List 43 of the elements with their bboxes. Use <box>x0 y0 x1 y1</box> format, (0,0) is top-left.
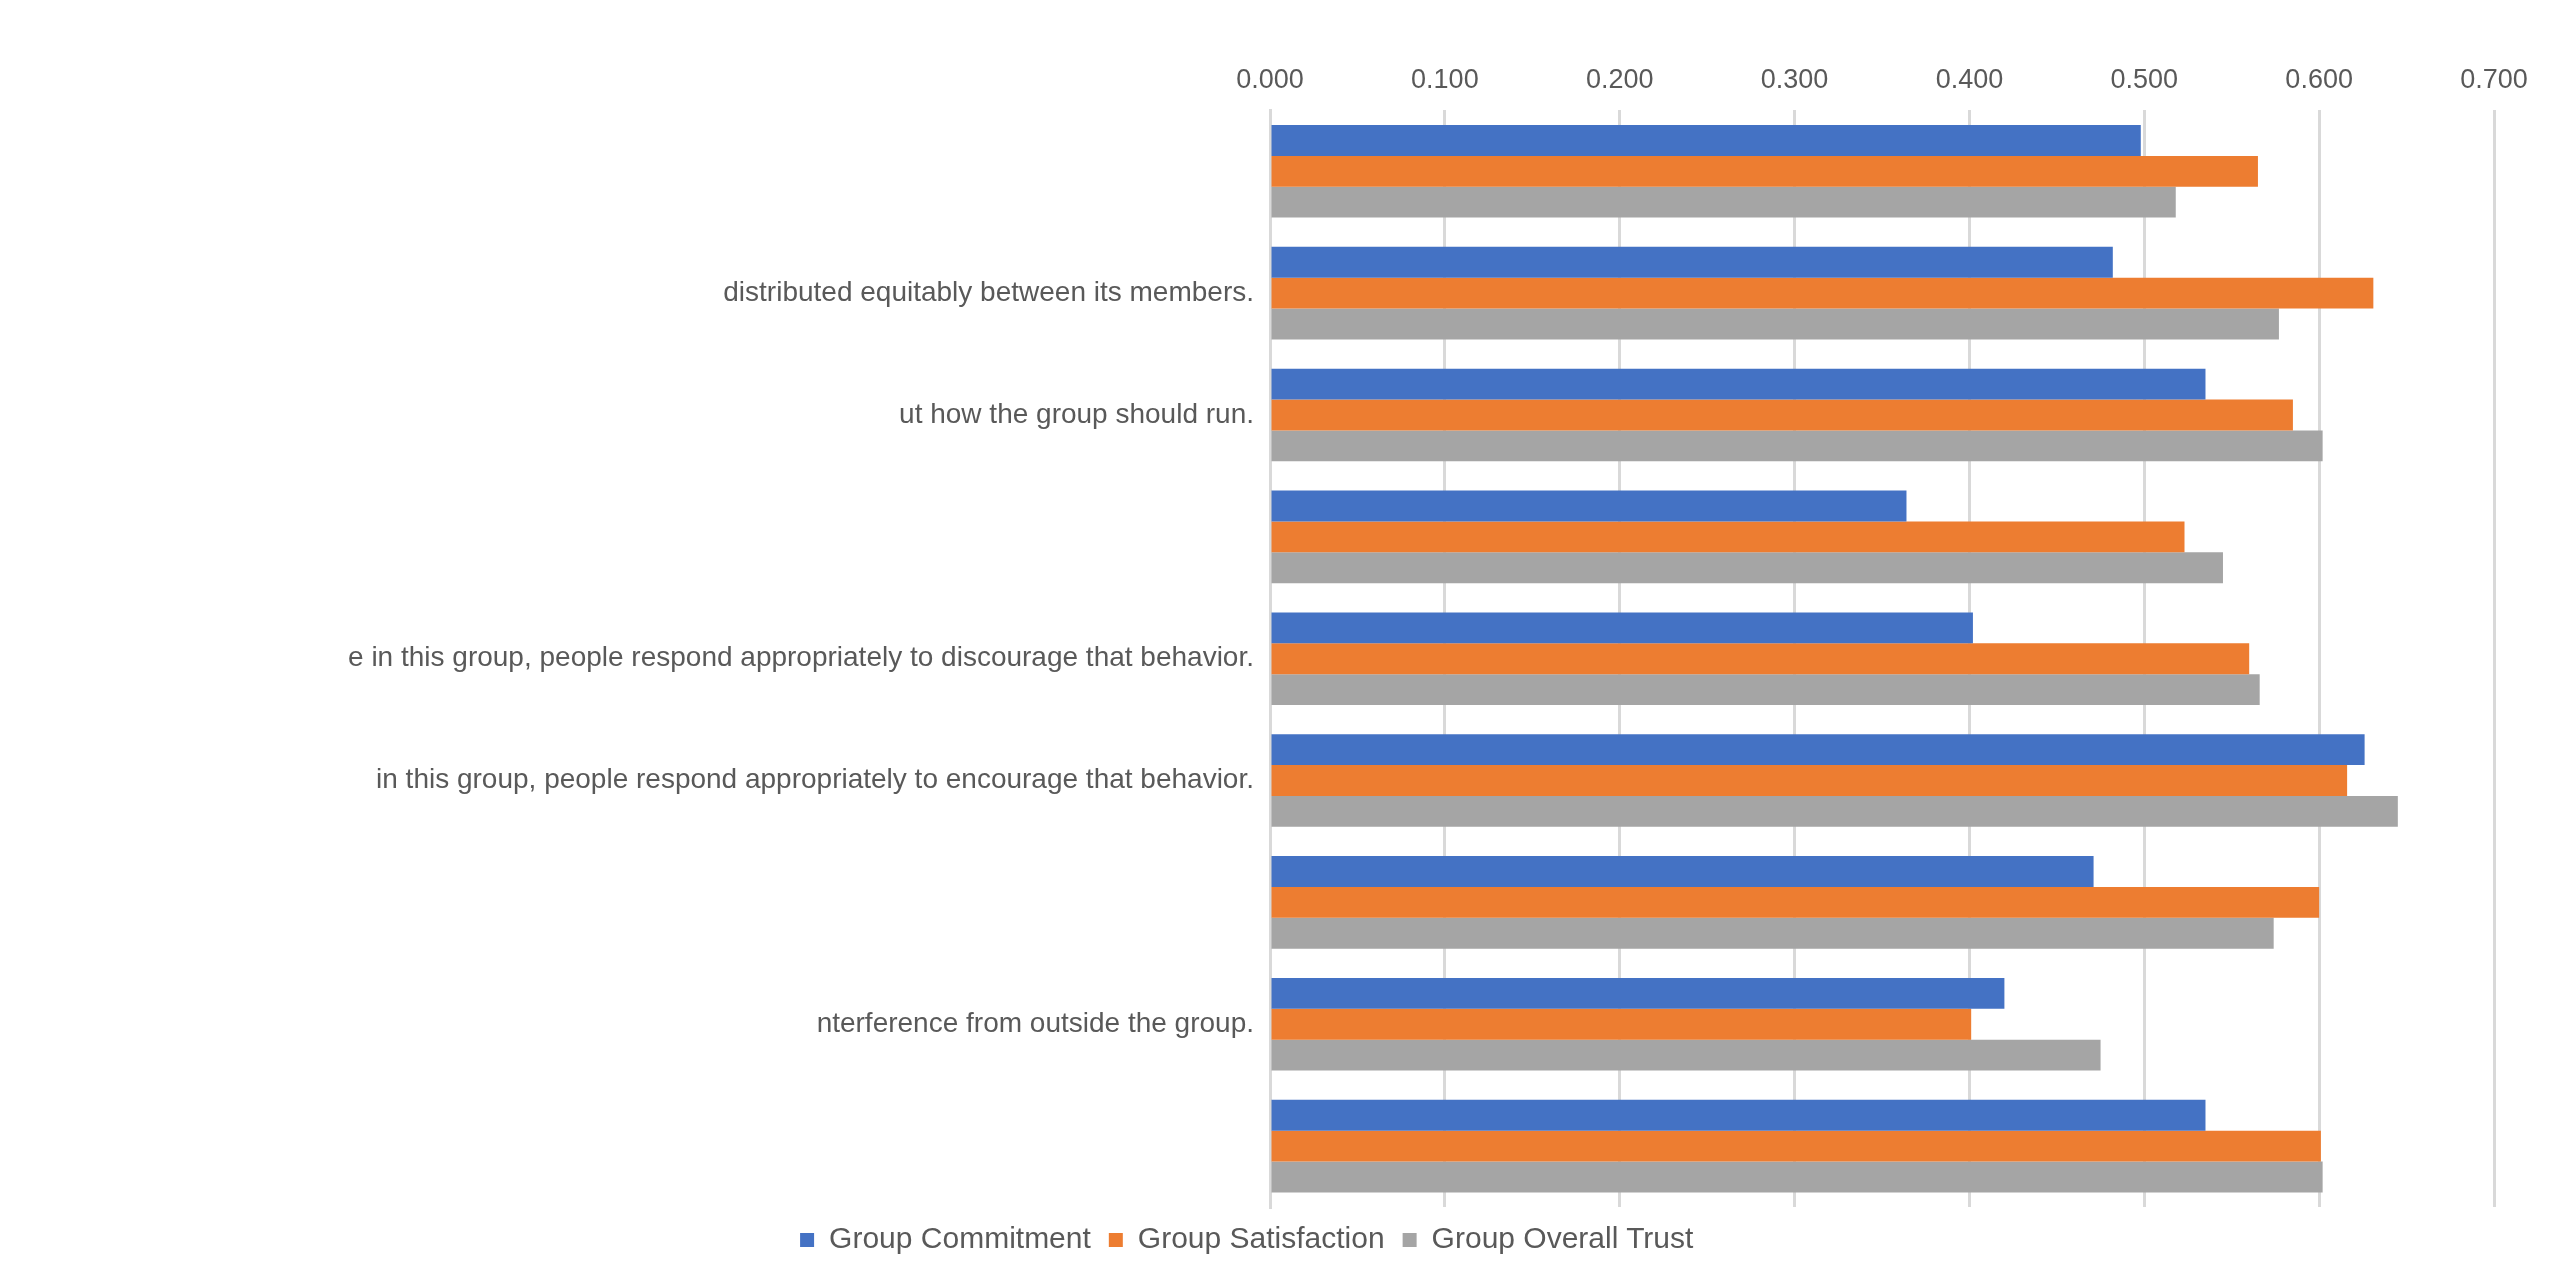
bar <box>1271 308 2279 340</box>
x-tick-label: 0.100 <box>1411 63 1479 94</box>
bar <box>1271 765 2348 796</box>
bar <box>1271 246 2113 278</box>
bar <box>1271 1008 1972 1040</box>
bar <box>1271 125 2141 156</box>
bar <box>1271 795 2398 827</box>
bar <box>1271 1099 2206 1131</box>
bar <box>1271 1130 2321 1162</box>
bar <box>1271 277 2374 309</box>
bar <box>1271 977 2005 1009</box>
x-tick-label: 0.300 <box>1760 63 1829 94</box>
x-tick-label: 0.700 <box>2460 63 2528 94</box>
bar <box>1271 886 2320 918</box>
bar <box>1271 155 2258 187</box>
x-tick-label: 0.500 <box>2110 63 2179 94</box>
y-tick-label: in this group, people respond appropriately to encourage that behavior. <box>376 763 1254 795</box>
y-tick-label: distributed equitably between its members. <box>723 275 1254 307</box>
x-tick-label: 0.000 <box>1236 63 1304 94</box>
bar <box>1271 1161 2323 1193</box>
bar <box>1271 368 2206 400</box>
x-tick-label: 0.400 <box>1935 63 2004 94</box>
legend-label: Group Commitment <box>829 1221 1092 1255</box>
bar <box>1271 521 2185 553</box>
bar <box>1271 856 2094 887</box>
legend-label: Group Satisfaction <box>1137 1221 1385 1255</box>
bar <box>1271 643 2250 675</box>
bar <box>1271 917 2274 949</box>
y-tick-label: ut how the group should run. <box>899 397 1254 429</box>
x-tick-label: 0.600 <box>2285 63 2353 94</box>
legend-label: Group Overall Trust <box>1431 1221 1695 1255</box>
bar <box>1271 552 2223 584</box>
bar <box>1271 490 1907 522</box>
bar <box>1271 186 2176 218</box>
bar <box>1271 1039 2101 1071</box>
bar <box>1271 612 1973 644</box>
bar <box>1271 674 2260 705</box>
y-tick-label: nterference from outside the group. <box>816 1006 1254 1038</box>
bar <box>1271 430 2323 462</box>
bar <box>1271 399 2293 431</box>
x-tick-label: 0.200 <box>1585 63 1654 94</box>
bar <box>1271 734 2365 766</box>
y-tick-label: e in this group, people respond appropriately to discourage that behavior. <box>348 641 1254 673</box>
